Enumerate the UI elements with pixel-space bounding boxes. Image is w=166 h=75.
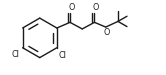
Text: O: O xyxy=(103,28,109,37)
Text: O: O xyxy=(93,3,99,12)
Text: O: O xyxy=(68,3,75,12)
Text: Cl: Cl xyxy=(12,50,20,59)
Text: Cl: Cl xyxy=(59,51,67,60)
